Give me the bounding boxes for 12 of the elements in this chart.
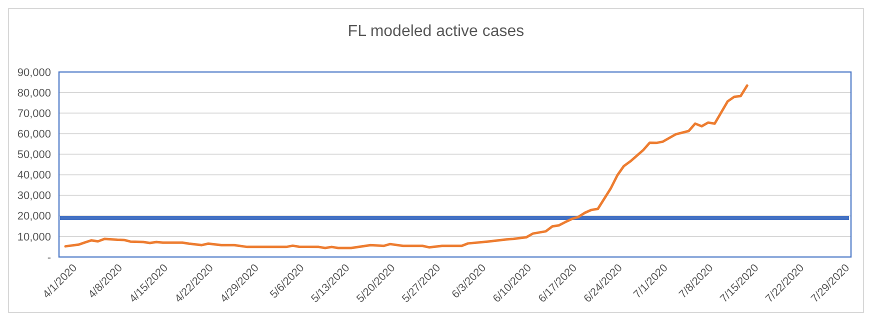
y-tick-label: 50,000 <box>17 149 51 162</box>
y-tick-label: 20,000 <box>17 210 51 223</box>
line-series <box>64 84 748 250</box>
y-tick-label: - <box>47 252 52 264</box>
chart-title: FL modeled active cases <box>348 23 524 40</box>
y-tick-label: 10,000 <box>17 231 51 244</box>
y-tick-label: 90,000 <box>17 66 51 79</box>
y-tick-label: 40,000 <box>17 170 51 182</box>
y-tick-label: 80,000 <box>17 87 51 100</box>
y-tick-label: 30,000 <box>17 190 51 202</box>
y-tick-label: 70,000 <box>17 108 51 120</box>
y-tick-label: 60,000 <box>17 128 51 141</box>
